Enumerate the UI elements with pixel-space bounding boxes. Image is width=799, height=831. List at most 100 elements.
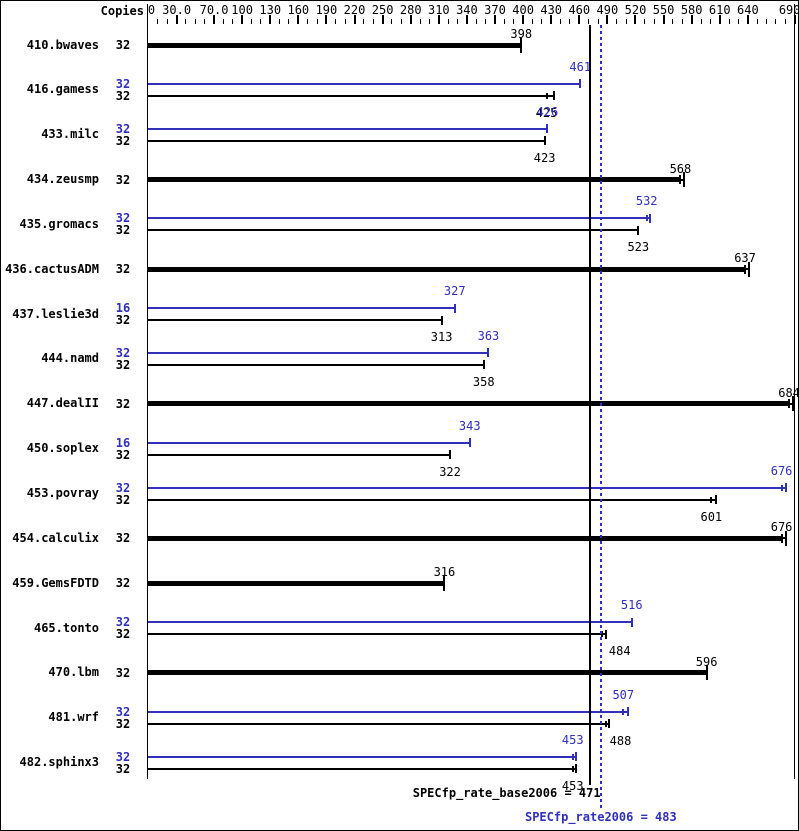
bar-run-tick (710, 496, 713, 503)
bar-run-tick (604, 720, 607, 727)
bar-value-label: 453 (561, 732, 584, 747)
axis-tick-label: 280 (399, 3, 422, 17)
axis-minor-tick (157, 19, 159, 24)
copies-value: 32 (115, 627, 131, 642)
axis-minor-tick (625, 19, 627, 24)
axis-tick-label: 550 (652, 3, 675, 17)
bar-value-label: 343 (458, 418, 481, 433)
base-bar (148, 266, 746, 272)
axis-minor-tick (391, 19, 393, 24)
peak-bar (148, 621, 632, 624)
axis-major-tick (381, 15, 384, 24)
base-bar (148, 722, 606, 725)
axis-minor-tick (569, 19, 571, 24)
copies-value: 16 (115, 301, 131, 316)
axis-tick-label: 250 (371, 3, 394, 17)
axis-tick-label: 690 (778, 3, 799, 17)
axis-major-tick (325, 15, 328, 24)
benchmark-name: 436.cactusADM (5, 261, 99, 276)
copies-value: 32 (115, 531, 131, 546)
copies-value: 32 (115, 615, 131, 630)
bar-extension (646, 217, 651, 220)
bar-end-tick (626, 707, 629, 717)
bar-value-label: 322 (439, 464, 461, 479)
bar-end-tick (579, 79, 582, 89)
bar-run-tick (645, 215, 648, 222)
axis-major-tick (718, 15, 721, 24)
axis-major-tick (465, 15, 468, 24)
bar-value-label: 684 (778, 385, 799, 400)
axis-minor-tick (756, 19, 758, 24)
peak-bar (148, 710, 624, 713)
copies-value: 32 (115, 576, 131, 591)
plot-right-border (794, 4, 795, 779)
base-bar (148, 535, 782, 541)
bar-run-tick (679, 175, 682, 185)
base-bar (148, 139, 545, 142)
copies-value: 32 (115, 396, 131, 411)
benchmark-name: 433.milc (41, 127, 99, 142)
axis-tick-label: 580 (680, 3, 703, 17)
bar-extension (605, 722, 610, 725)
axis-major-tick (269, 15, 272, 24)
copies-value: 32 (115, 749, 131, 764)
copies-value: 32 (115, 38, 131, 52)
copies-value: 32 (115, 262, 131, 277)
bar-value-label: 676 (770, 463, 793, 478)
bar-value-label: 523 (627, 240, 650, 255)
axis-tick-label: 100 (231, 3, 253, 17)
bar-value-label: 596 (695, 654, 718, 669)
bar-end-tick (575, 764, 578, 774)
bar-value-label: 363 (477, 328, 500, 343)
benchmark-name: 453.povray (26, 486, 99, 500)
bar-value-label: 423 (533, 150, 556, 165)
bar-extension (789, 402, 793, 405)
benchmark-name: 444.namd (41, 351, 99, 366)
bar-run-tick (571, 765, 574, 772)
axis-major-tick (213, 15, 216, 24)
axis-minor-tick (204, 19, 206, 24)
copies-value: 32 (115, 761, 131, 776)
axis-minor-tick (222, 19, 224, 24)
base-bar (148, 94, 547, 97)
axis-minor-tick (766, 19, 768, 24)
bar-end-tick (553, 91, 555, 101)
axis-tick-label: 190 (315, 3, 338, 17)
base-bar (148, 633, 602, 636)
bar-end-tick (608, 719, 611, 729)
axis-minor-tick (672, 19, 674, 24)
bar-end-tick (604, 629, 607, 639)
bar-value-label: 637 (734, 251, 756, 266)
axis-major-tick (578, 15, 581, 24)
axis-tick-label: 340 (456, 3, 478, 17)
copies-value: 32 (115, 76, 131, 91)
bar-end-tick (705, 665, 708, 681)
axis-minor-tick (335, 19, 337, 24)
axis-major-tick (241, 15, 244, 24)
benchmark-name: 465.tonto (33, 620, 99, 635)
bar-extension (745, 268, 749, 271)
benchmark-name: 470.lbm (48, 665, 99, 680)
base-bar (148, 670, 707, 676)
axis-minor-tick (503, 19, 505, 24)
benchmark-name: 481.wrf (48, 710, 99, 725)
peak-score-text: SPECfp_rate2006 = 483 (524, 810, 677, 824)
axis-major-tick (662, 15, 665, 24)
axis-minor-tick (251, 19, 252, 24)
axis-minor-tick (531, 19, 533, 24)
axis-minor-tick (709, 19, 711, 24)
axis-tick-label: 370 (484, 3, 506, 17)
bar-end-tick (785, 530, 788, 546)
bar-value-label: 461 (569, 59, 592, 74)
axis-minor-tick (419, 19, 421, 24)
benchmark-name: 410.bwaves (26, 37, 99, 52)
bar-end-tick (440, 315, 443, 325)
bar-value-label: 398 (510, 27, 533, 41)
benchmark-name: 482.sphinx3 (19, 755, 99, 770)
bar-end-tick (487, 348, 490, 358)
axis-minor-tick (457, 19, 459, 24)
bar-extension (711, 498, 716, 501)
copies-value: 32 (115, 492, 131, 507)
bar-run-tick (545, 92, 548, 99)
copies-value: 32 (115, 704, 131, 719)
